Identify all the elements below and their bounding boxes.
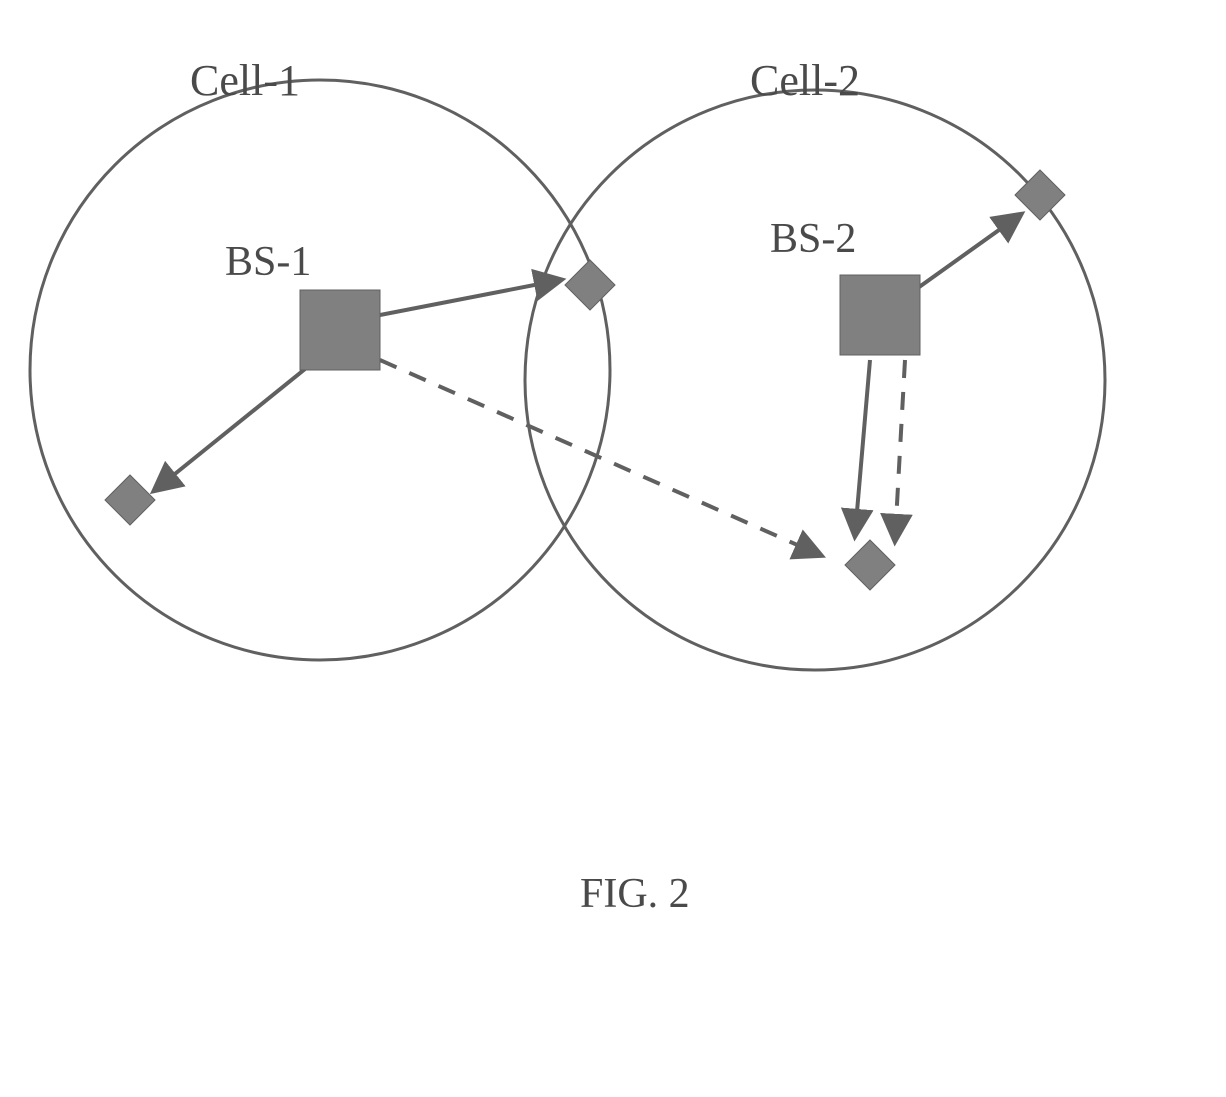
link-bs-2-ue-3 xyxy=(915,215,1020,290)
ue-1-node xyxy=(105,475,155,525)
bs-1-label: BS-1 xyxy=(225,238,311,286)
figure-caption: FIG. 2 xyxy=(580,870,690,918)
cell-2-boundary xyxy=(525,90,1105,670)
link-bs-1-ue-1 xyxy=(155,365,310,490)
link-bs-2-ue-4 xyxy=(855,360,870,535)
bs-2-label: BS-2 xyxy=(770,215,856,263)
bs-2-node xyxy=(840,275,920,355)
cell-1-label: Cell-1 xyxy=(190,55,300,106)
link-bs-2-ue-4 xyxy=(895,360,905,540)
ue-4-node xyxy=(845,540,895,590)
bs-1-node xyxy=(300,290,380,370)
network-diagram xyxy=(0,0,1226,1097)
cell-2-label: Cell-2 xyxy=(750,55,860,106)
link-bs-1-ue-4 xyxy=(380,360,820,555)
ue-2-node xyxy=(565,260,615,310)
